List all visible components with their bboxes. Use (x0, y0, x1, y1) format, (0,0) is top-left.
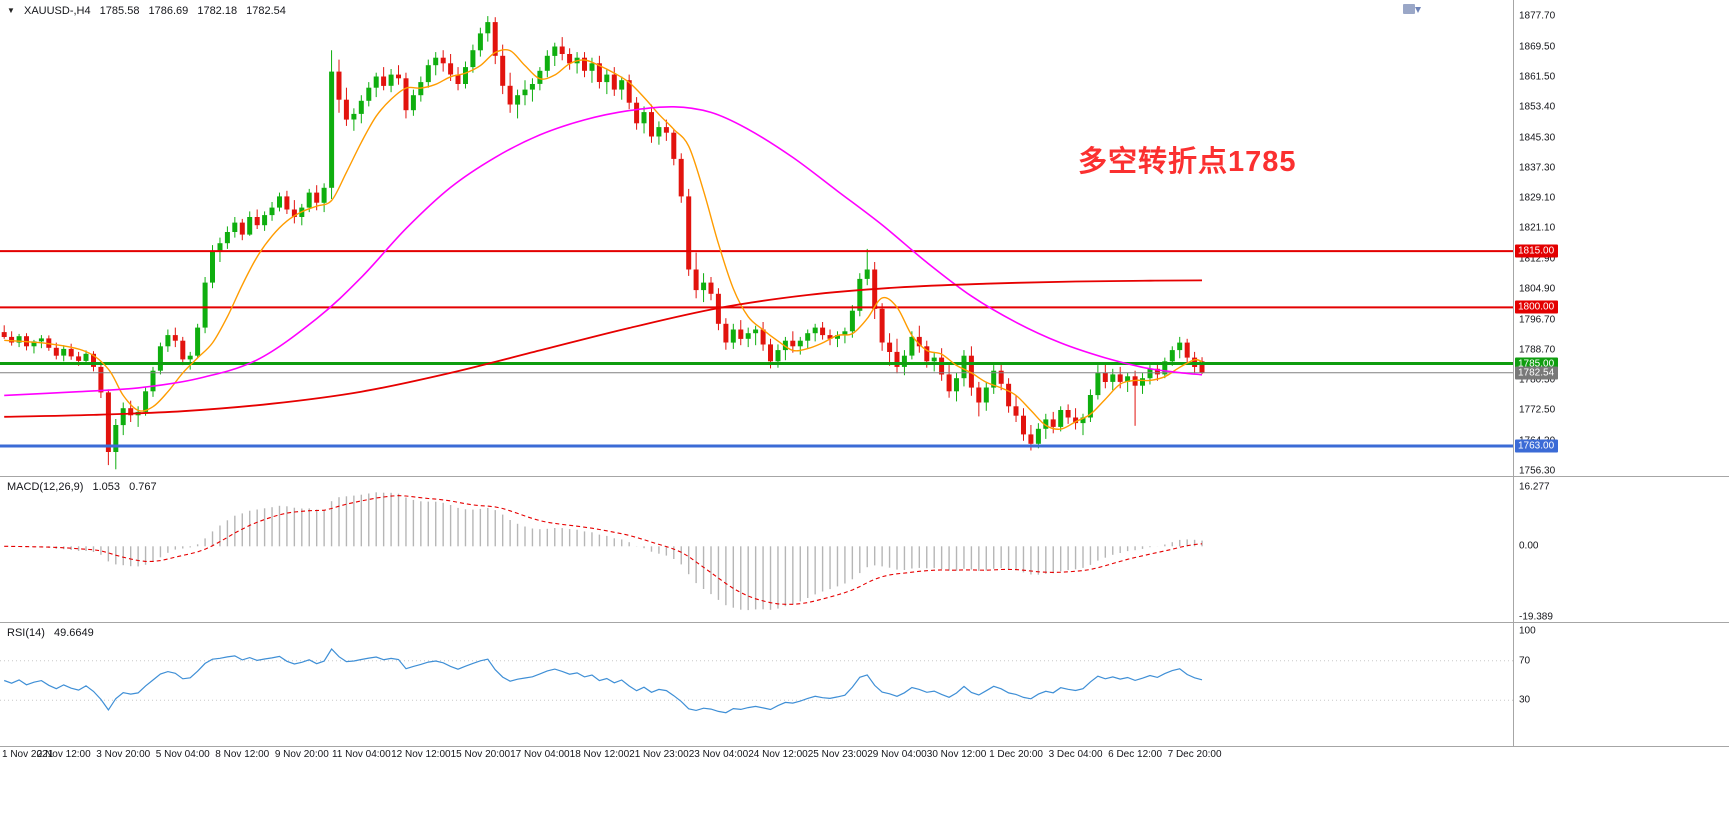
price-axis-label: 1845.30 (1519, 132, 1556, 144)
price-badge: 1763.00 (1515, 439, 1559, 453)
price-axis-label: 1837.30 (1519, 162, 1556, 174)
candlestick-chart[interactable] (0, 0, 1513, 476)
macd-signal-line (4, 495, 1203, 605)
rsi-axis-label: 30 (1519, 694, 1531, 706)
macd-indicator-chart[interactable] (0, 477, 1513, 622)
time-axis-label: 1 Dec 20:00 (989, 749, 1043, 760)
symbol-ohlc-readout: ▼ XAUUSD-,H4 1785.58 1786.69 1782.18 178… (7, 5, 292, 17)
time-axis-label: 11 Nov 04:00 (331, 749, 391, 760)
macd-label: MACD(12,26,9) (7, 481, 84, 493)
low-value: 1782.18 (197, 5, 238, 17)
chart-corner-icon[interactable] (1402, 2, 1422, 16)
macd-main-value: 1.053 (92, 481, 121, 493)
time-axis-label: 7 Dec 20:00 (1167, 749, 1222, 760)
macd-axis-label: 0.00 (1519, 540, 1539, 552)
time-axis-label: 17 Nov 04:00 (510, 749, 570, 760)
price-badge: 1815.00 (1515, 244, 1559, 258)
price-axis-label: 1804.90 (1519, 283, 1556, 295)
rsi-indicator-header: RSI(14) 49.6649 (7, 627, 100, 639)
ma-slow (4, 279, 1203, 418)
price-axis-label: 1861.50 (1519, 71, 1556, 83)
price-axis-label: 1821.10 (1519, 222, 1556, 234)
price-axis-label: 1756.30 (1519, 465, 1556, 477)
macd-axis-label: -19.389 (1519, 611, 1553, 623)
price-axis-border (1513, 0, 1514, 747)
time-axis-label: 5 Nov 04:00 (155, 749, 210, 760)
price-axis-label: 1869.50 (1519, 41, 1556, 53)
price-axis-label: 1772.50 (1519, 404, 1556, 416)
time-axis-label: 15 Nov 20:00 (450, 749, 511, 760)
panel-separator-bottom[interactable] (0, 746, 1729, 747)
chart-annotation[interactable]: 多空转折点1785 (1078, 146, 1297, 178)
rsi-value: 49.6649 (53, 627, 94, 639)
price-badge: 1782.54 (1515, 366, 1559, 380)
rsi-label: RSI(14) (7, 627, 45, 639)
time-axis-label: 24 Nov 12:00 (748, 749, 808, 760)
price-badge: 1800.00 (1515, 300, 1559, 314)
macd-axis-label: 16.277 (1519, 481, 1550, 493)
moving-averages-layer (4, 48, 1203, 430)
time-axis-label: 18 Nov 12:00 (569, 749, 630, 760)
close-value: 1782.54 (246, 5, 286, 17)
rsi-line (3, 648, 1203, 714)
time-axis-label: 23 Nov 04:00 (688, 749, 749, 760)
time-axis-label: 8 Nov 12:00 (215, 749, 270, 760)
macd-indicator-header: MACD(12,26,9) 1.053 0.767 (7, 481, 163, 493)
price-axis-label: 1796.70 (1519, 314, 1556, 326)
rsi-axis-label: 70 (1519, 655, 1531, 667)
symbol-dropdown-icon[interactable]: ▼ (7, 6, 15, 15)
price-axis-label: 1877.70 (1519, 10, 1556, 22)
time-axis-label: 3 Dec 04:00 (1048, 749, 1103, 760)
time-axis-label: 6 Dec 12:00 (1108, 749, 1163, 760)
panel-separator-main-macd[interactable] (0, 476, 1729, 477)
price-axis-label: 1788.70 (1519, 344, 1556, 356)
price-axis[interactable]: 1877.70 1869.50 1861.50 1853.40 1845.30 1837.… (1514, 0, 1729, 747)
candles-layer (1, 16, 1205, 470)
price-axis-label: 1853.40 (1519, 101, 1556, 113)
time-axis-label: 1 Nov 2021 (2, 749, 54, 760)
ma-mid (4, 105, 1203, 397)
open-value: 1785.58 (99, 5, 140, 17)
time-axis-label: 29 Nov 04:00 (867, 749, 927, 760)
symbol-timeframe-label: XAUUSD-,H4 (23, 5, 91, 17)
corner-icon-glyph (1403, 4, 1421, 14)
price-axis-label: 1829.10 (1519, 192, 1556, 204)
price-axis-label: 1780.50 (1519, 374, 1556, 386)
panel-separator-macd-rsi[interactable] (0, 622, 1729, 623)
high-value: 1786.69 (148, 5, 189, 17)
ma-fast (4, 48, 1203, 430)
time-axis-label: 30 Nov 12:00 (926, 749, 987, 760)
price-axis-label: 1812.90 (1519, 253, 1556, 265)
rsi-indicator-chart[interactable] (0, 623, 1513, 746)
horizontal-lines-layer (0, 250, 1513, 448)
time-axis-label: 9 Nov 20:00 (274, 749, 329, 760)
rsi-axis-label: 100 (1519, 625, 1536, 637)
time-axis[interactable]: 1 Nov 2021 2 Nov 12:00 3 Nov 20:00 5 Nov 04… (0, 749, 1513, 763)
macd-signal-value: 0.767 (129, 481, 157, 493)
macd-histogram-layer (10, 492, 1203, 611)
time-axis-label: 25 Nov 23:00 (807, 749, 868, 760)
time-axis-label: 2 Nov 12:00 (36, 749, 91, 760)
time-axis-label: 12 Nov 12:00 (391, 749, 451, 760)
time-axis-label: 21 Nov 23:00 (629, 749, 689, 760)
time-axis-label: 3 Nov 20:00 (96, 749, 151, 760)
